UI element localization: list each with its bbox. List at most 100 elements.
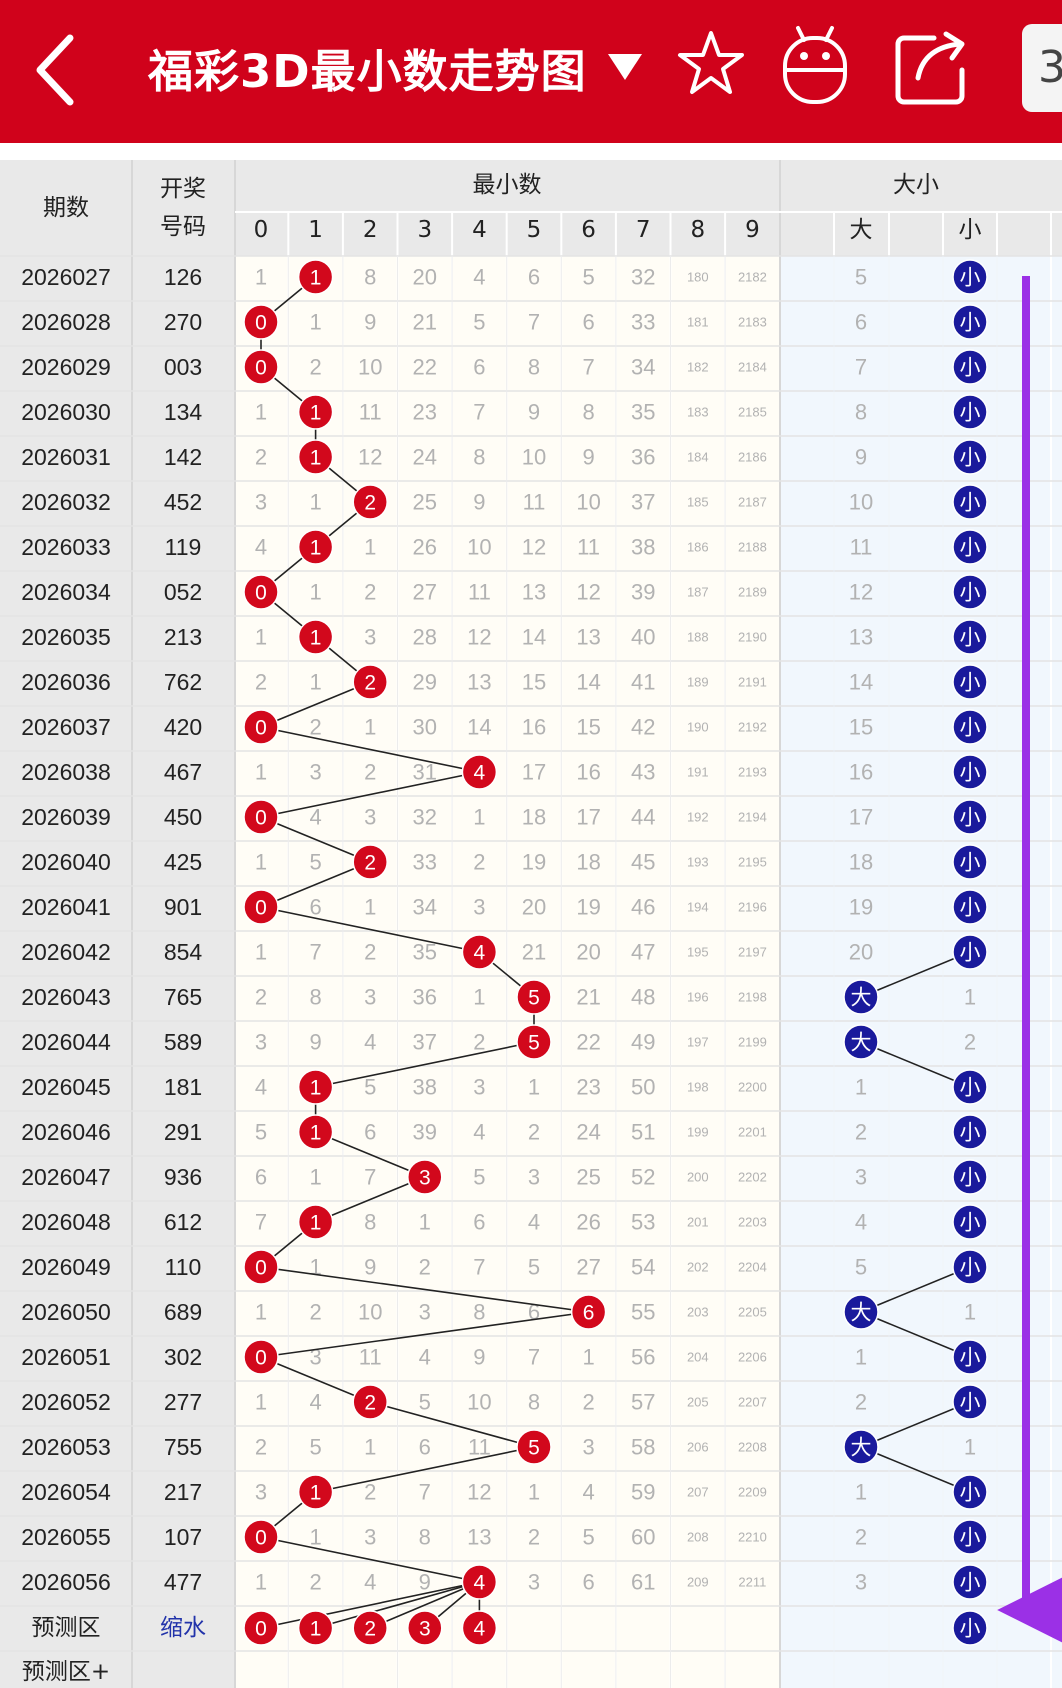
draw-number-cell: 213 [164,624,202,650]
draw-number-cell: 425 [164,849,202,875]
miss-count-cell: 9 [528,400,540,425]
miss-count-cell: 3 [255,1480,267,1505]
draw-number-cell: 589 [164,1029,202,1055]
miss-count-cell: 1 [255,1300,267,1325]
miss-count-cell: 11 [523,490,546,515]
draw-number-cell: 689 [164,1299,202,1325]
miss-count-cell: 2194 [738,810,767,825]
share-icon[interactable] [894,30,968,106]
miss-count-cell: 13 [467,1525,491,1550]
miss-count-cell: 187 [687,585,709,600]
miss-count-cell: 202 [687,1260,709,1275]
size-ball: 小 [952,1159,988,1195]
miss-count-cell: 183 [687,405,709,420]
miss-count-cell: 2197 [738,945,767,960]
svg-text:小: 小 [960,1482,981,1505]
svg-text:小: 小 [960,447,981,470]
miss-count-cell: 13 [467,670,491,695]
miss-count-cell: 10 [358,1300,382,1325]
predict-ball: 0 [243,1610,279,1646]
draw-number-cell: 936 [164,1164,202,1190]
miss-count-cell: 1 [309,670,321,695]
miss-count-cell: 56 [631,1345,655,1370]
miss-count-cell: 3 [473,1075,485,1100]
svg-text:4: 4 [474,942,486,965]
svg-text:0: 0 [255,1347,267,1370]
trend-line [260,861,371,908]
min-number-ball: 1 [297,1114,334,1150]
back-arrow-icon[interactable] [32,30,82,110]
trend-line [260,681,371,728]
miss-count-cell: 13 [522,580,546,605]
miss-count-cell: 22 [413,355,437,380]
trend-line [315,1041,535,1088]
miss-count-cell: 59 [631,1480,655,1505]
predict-ball: 1 [297,1610,334,1646]
svg-text:小: 小 [960,1212,981,1235]
digit-header: 8 [690,217,705,243]
miss-count-cell: 206 [687,1440,709,1455]
digit-header: 3 [417,217,432,243]
size-ball: 大 [843,1429,879,1465]
miss-count-cell: 9 [309,1030,321,1055]
size-ball: 小 [952,664,988,700]
svg-text:小: 小 [960,1122,981,1145]
miss-count-cell: 193 [687,855,709,870]
miss-count-cell: 50 [631,1075,655,1100]
android-robot-icon[interactable] [780,24,850,106]
draw-number-cell: 765 [164,984,202,1010]
svg-text:小: 小 [960,1257,981,1280]
miss-count-cell: 24 [576,1120,600,1145]
miss-count-cell: 188 [687,630,709,645]
min-number-ball: 3 [407,1159,443,1195]
miss-count-cell: 1 [364,715,376,740]
miss-count-cell: 35 [413,940,437,965]
period-cell: 2026056 [21,1569,111,1595]
size-ball: 小 [952,889,988,925]
miss-count-cell: 2 [255,670,267,695]
page-counter-badge[interactable]: 3 [1022,24,1062,112]
period-cell: 2026035 [21,624,111,650]
draw-number-cell: 420 [164,714,202,740]
predict-value[interactable]: 缩水 [160,1615,206,1641]
min-number-ball: 1 [297,619,334,655]
miss-count-cell: 12 [467,1480,491,1505]
predict-plus-label: 预测区+ [22,1659,110,1685]
period-cell: 2026040 [21,849,111,875]
size-ball: 小 [952,1069,988,1105]
dropdown-caret-icon[interactable] [606,48,644,86]
page-title[interactable]: 福彩3D最小数走势图 [148,45,587,98]
svg-text:1: 1 [310,447,322,470]
draw-number-cell: 901 [164,894,202,920]
min-number-ball: 2 [352,484,388,520]
svg-text:0: 0 [255,897,267,920]
miss-count-cell: 39 [631,580,655,605]
size-ball: 小 [952,1114,988,1150]
miss-count-cell: 53 [631,1210,655,1235]
star-icon[interactable] [676,28,746,98]
period-cell: 2026028 [21,309,111,335]
predict-line [315,1581,480,1629]
miss-count-cell: 41 [631,670,655,695]
svg-text:1: 1 [310,537,322,560]
trend-line [260,726,480,773]
miss-count-cell: 29 [413,670,437,695]
miss-count-cell: 6 [528,1300,540,1325]
miss-count-cell: 11 [468,580,491,605]
min-number-ball: 2 [352,1384,388,1420]
miss-count-cell: 10 [467,1390,491,1415]
size-trend-line [860,1446,971,1493]
miss-count-cell: 2208 [738,1440,767,1455]
miss-count-cell: 4 [473,265,485,290]
draw-number-cell: 126 [164,264,202,290]
miss-count-cell: 26 [413,535,437,560]
miss-count-cell: 9 [364,1255,376,1280]
miss-count-cell: 2 [364,1480,376,1505]
miss-count-cell: 3 [255,490,267,515]
min-number-ball: 5 [516,1024,552,1060]
draw-number-cell: 217 [164,1479,202,1505]
miss-count-cell: 1 [582,1345,594,1370]
period-cell: 2026034 [21,579,111,605]
miss-count-cell: 207 [687,1485,709,1500]
min-number-ball: 0 [243,1519,279,1555]
